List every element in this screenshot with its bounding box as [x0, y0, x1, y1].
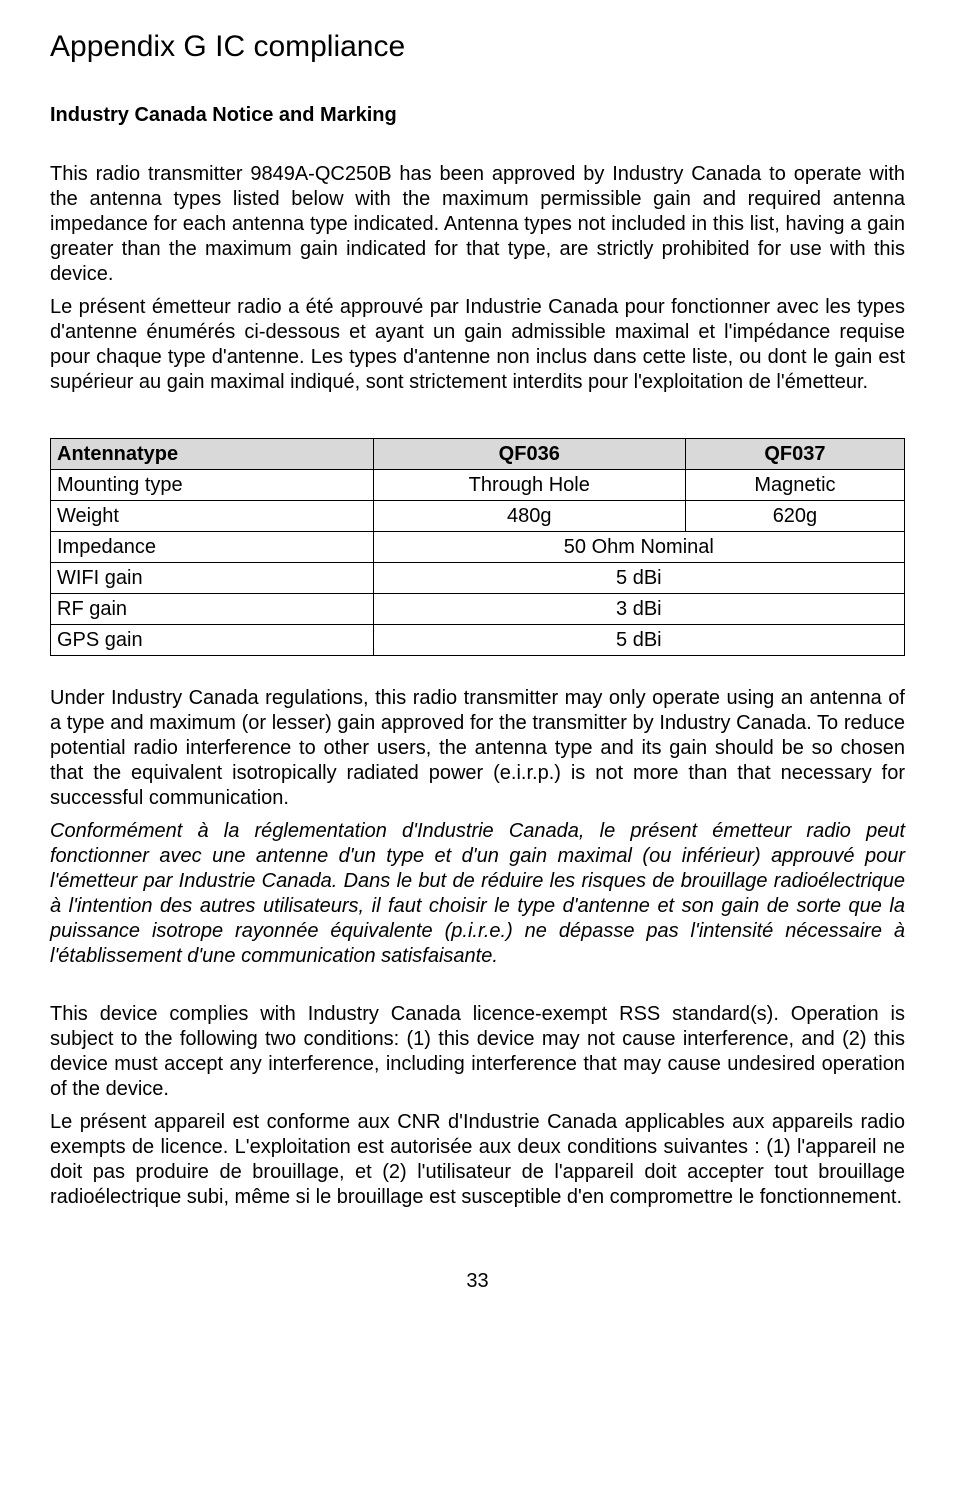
paragraph-en-3: This device complies with Industry Canad… — [50, 1002, 905, 1102]
table-row: RF gain 3 dBi — [51, 594, 905, 625]
table-body: Mounting type Through Hole Magnetic Weig… — [51, 470, 905, 656]
table-row: Impedance 50 Ohm Nominal — [51, 532, 905, 563]
table-cell: 480g — [373, 501, 685, 532]
table-cell-label: Mounting type — [51, 470, 374, 501]
spacer — [50, 403, 905, 428]
spacer — [50, 977, 905, 1002]
appendix-title: Appendix G IC compliance — [50, 30, 905, 64]
table-cell-label: GPS gain — [51, 625, 374, 656]
table-row: Mounting type Through Hole Magnetic — [51, 470, 905, 501]
table-cell: Through Hole — [373, 470, 685, 501]
table-cell-label: RF gain — [51, 594, 374, 625]
table-cell-merged: 5 dBi — [373, 563, 904, 594]
table-row: Weight 480g 620g — [51, 501, 905, 532]
table-cell-label: WIFI gain — [51, 563, 374, 594]
page-number: 33 — [50, 1270, 905, 1293]
section-subheading: Industry Canada Notice and Marking — [50, 104, 905, 127]
table-cell-label: Impedance — [51, 532, 374, 563]
table-header-cell: QF037 — [685, 439, 904, 470]
table-cell-label: Weight — [51, 501, 374, 532]
table-header-row: Antennatype QF036 QF037 — [51, 439, 905, 470]
table-header-cell: QF036 — [373, 439, 685, 470]
table-cell-merged: 50 Ohm Nominal — [373, 532, 904, 563]
table-row: GPS gain 5 dBi — [51, 625, 905, 656]
table-cell-merged: 5 dBi — [373, 625, 904, 656]
table-cell: Magnetic — [685, 470, 904, 501]
paragraph-fr-2: Conformément à la réglementation d'Indus… — [50, 819, 905, 969]
paragraph-en-2: Under Industry Canada regulations, this … — [50, 686, 905, 811]
paragraph-en-1: This radio transmitter 9849A-QC250B has … — [50, 162, 905, 287]
table-cell: 620g — [685, 501, 904, 532]
paragraph-fr-1: Le présent émetteur radio a été approuvé… — [50, 295, 905, 395]
table-cell-merged: 3 dBi — [373, 594, 904, 625]
document-page: Appendix G IC compliance Industry Canada… — [0, 0, 955, 1333]
paragraph-fr-3: Le présent appareil est conforme aux CNR… — [50, 1110, 905, 1210]
table-row: WIFI gain 5 dBi — [51, 563, 905, 594]
table-header-cell: Antennatype — [51, 439, 374, 470]
antenna-spec-table: Antennatype QF036 QF037 Mounting type Th… — [50, 438, 905, 656]
